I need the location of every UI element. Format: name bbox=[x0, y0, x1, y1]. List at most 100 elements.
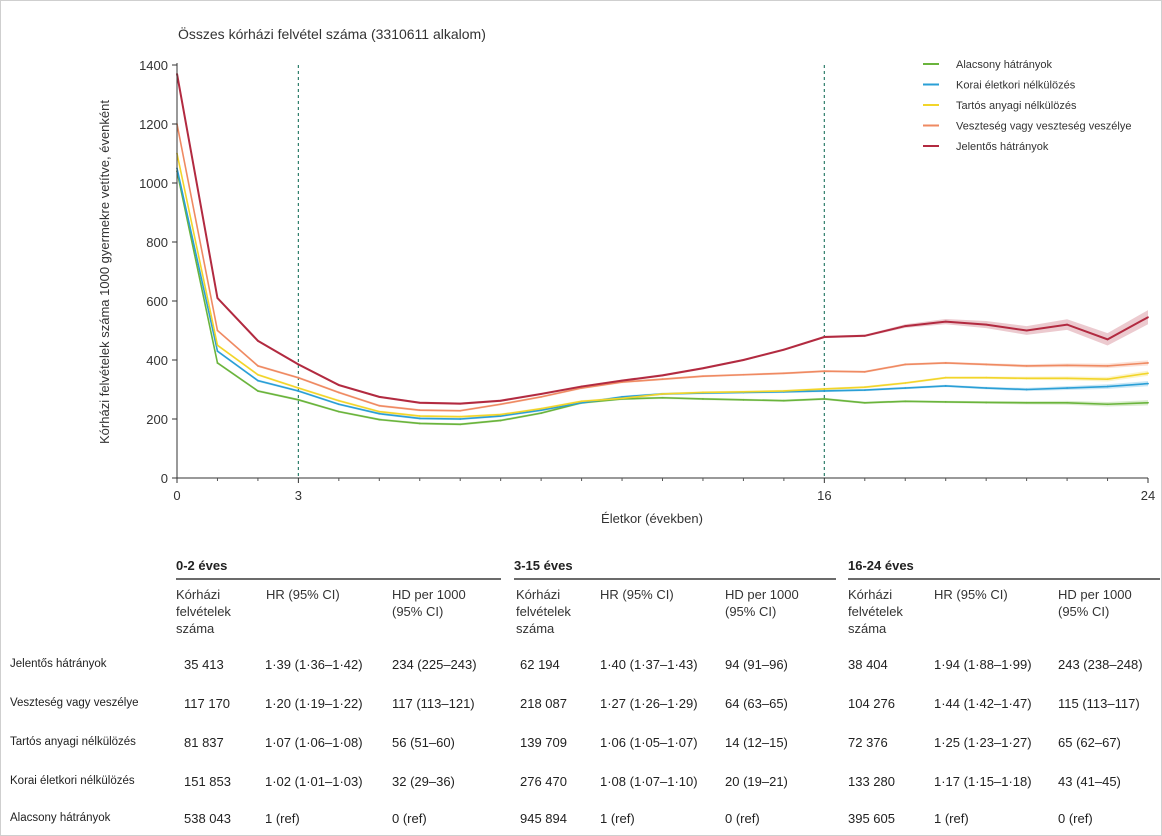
data-point bbox=[418, 401, 421, 404]
series-line bbox=[176, 123, 1149, 412]
data-point bbox=[1025, 365, 1028, 367]
table-cell: 1 (ref) bbox=[600, 811, 635, 826]
data-point bbox=[337, 399, 340, 402]
data-point bbox=[823, 390, 826, 392]
data-point bbox=[1025, 401, 1028, 404]
x-tick-label: 24 bbox=[1141, 488, 1155, 503]
x-tick-label: 3 bbox=[295, 488, 302, 503]
data-point bbox=[216, 297, 219, 299]
data-point bbox=[580, 400, 583, 403]
data-point bbox=[1106, 365, 1109, 367]
data-point bbox=[540, 412, 543, 414]
table-cell: 1·27 (1·26–1·29) bbox=[600, 696, 698, 711]
table-cell: 32 (29–36) bbox=[392, 774, 455, 789]
table-cell: 1 (ref) bbox=[265, 811, 300, 826]
data-point bbox=[1147, 362, 1149, 364]
table-cell: 1·20 (1·19–1·22) bbox=[265, 696, 363, 711]
data-point bbox=[702, 398, 704, 400]
table-cell: 243 (238–248) bbox=[1058, 657, 1143, 672]
data-point bbox=[985, 401, 988, 404]
table-cell: 72 376 bbox=[848, 735, 888, 750]
table-cell: 0 (ref) bbox=[725, 811, 760, 826]
data-point bbox=[257, 379, 259, 382]
data-point bbox=[297, 390, 300, 392]
data-point bbox=[418, 415, 421, 417]
table-cell: 104 276 bbox=[848, 696, 895, 711]
table-cell: 1·39 (1·36–1·42) bbox=[265, 657, 363, 672]
data-point bbox=[661, 378, 664, 381]
data-point bbox=[702, 367, 704, 370]
data-point bbox=[297, 363, 300, 366]
data-point bbox=[823, 398, 826, 400]
table-cell: 395 605 bbox=[848, 811, 895, 826]
table-cell: 35 413 bbox=[184, 657, 224, 672]
data-point bbox=[1106, 403, 1109, 406]
data-point bbox=[1066, 377, 1068, 380]
legend-label: Alacsony hátrányok bbox=[956, 59, 1052, 71]
data-point bbox=[661, 374, 664, 377]
table-cell: 1·17 (1·15–1·18) bbox=[934, 774, 1032, 789]
data-point bbox=[337, 410, 340, 413]
data-point bbox=[297, 376, 300, 379]
table-cell: 94 (91–96) bbox=[725, 657, 788, 672]
data-point bbox=[661, 396, 664, 399]
header-count: Kórházi felvételek száma bbox=[848, 587, 903, 636]
data-point bbox=[216, 329, 219, 332]
axes: 0 200 400 600 800 1000 1200 1400 0 3 16 24 bbox=[139, 58, 1155, 503]
data-point bbox=[823, 336, 826, 338]
header-hd: HD per 1000 (95% CI) bbox=[725, 587, 799, 619]
table-cell: 65 (62–67) bbox=[1058, 735, 1121, 750]
data-point bbox=[742, 390, 745, 393]
table-cell: 139 709 bbox=[520, 735, 567, 750]
data-point bbox=[742, 398, 745, 401]
data-point bbox=[337, 391, 340, 394]
data-point bbox=[418, 422, 421, 425]
summary-table: 0-2 éves 3-15 éves 16-24 éves Kórházi felvé… bbox=[0, 550, 1162, 834]
table-cell: 62 194 bbox=[520, 657, 560, 672]
table-cell: 1·08 (1·07–1·10) bbox=[600, 774, 698, 789]
data-point bbox=[823, 370, 826, 373]
data-point bbox=[944, 376, 947, 379]
data-point bbox=[742, 373, 745, 376]
table-cell: 538 043 bbox=[184, 811, 231, 826]
data-point bbox=[904, 382, 907, 384]
header-hd: HD per 1000 (95% CI) bbox=[1058, 587, 1132, 619]
data-point bbox=[1066, 364, 1068, 367]
table-cell: 117 170 bbox=[184, 696, 231, 711]
group-heading: 3-15 éves bbox=[514, 558, 573, 573]
row-label: Veszteség vagy veszélye bbox=[10, 697, 139, 709]
data-point bbox=[1106, 338, 1109, 341]
group-heading: 0-2 éves bbox=[176, 558, 228, 573]
data-point bbox=[944, 320, 947, 323]
line-chart: Összes kórházi felvétel száma (3310611 a… bbox=[97, 25, 1155, 526]
data-point bbox=[863, 334, 866, 337]
table-cell: 945 894 bbox=[520, 811, 567, 826]
table-cell: 1·94 (1·88–1·99) bbox=[934, 657, 1032, 672]
series-lines bbox=[176, 72, 1149, 426]
data-point bbox=[459, 418, 462, 420]
header-count: Kórházi felvételek száma bbox=[176, 587, 231, 636]
group-rule bbox=[176, 578, 501, 580]
table-cell: 117 (113–121) bbox=[392, 696, 475, 711]
data-point bbox=[499, 419, 502, 422]
data-point bbox=[1025, 329, 1028, 332]
data-point bbox=[337, 403, 340, 406]
data-point bbox=[1147, 382, 1149, 385]
data-point bbox=[580, 401, 583, 404]
x-tick-label: 0 bbox=[173, 488, 180, 503]
legend-label: Veszteség vagy veszteség veszélye bbox=[956, 121, 1131, 133]
table-cell: 0 (ref) bbox=[1058, 811, 1093, 826]
data-point bbox=[1147, 372, 1149, 375]
data-point bbox=[863, 401, 866, 404]
data-point bbox=[378, 395, 381, 398]
table-cell: 151 853 bbox=[184, 774, 231, 789]
data-point bbox=[257, 365, 259, 367]
y-tick-label: 1000 bbox=[139, 176, 168, 191]
table-cell: 276 470 bbox=[520, 774, 567, 789]
data-point bbox=[378, 412, 381, 415]
table-cell: 115 (113–117) bbox=[1058, 696, 1140, 711]
y-tick-label: 0 bbox=[161, 471, 168, 486]
y-tick-label: 200 bbox=[146, 412, 168, 427]
data-point bbox=[378, 418, 381, 421]
header-hd: HD per 1000 (95% CI) bbox=[392, 587, 466, 619]
